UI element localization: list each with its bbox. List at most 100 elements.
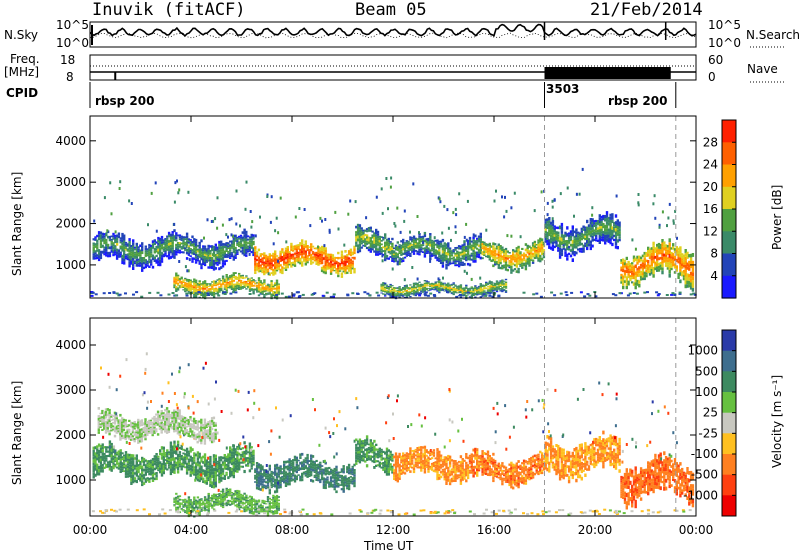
power-cell xyxy=(281,271,284,275)
velocity-cell xyxy=(119,453,122,457)
power-cell xyxy=(666,249,670,253)
velocity-cell xyxy=(164,452,167,454)
power-cell xyxy=(504,252,508,255)
power-cell xyxy=(218,278,221,280)
velocity-cell xyxy=(212,471,216,475)
power-cell xyxy=(175,248,178,251)
power-cell xyxy=(250,285,253,287)
power-cell xyxy=(461,292,464,294)
power-ground-scatter xyxy=(553,294,557,297)
power-cell xyxy=(539,242,542,246)
power-cell xyxy=(239,250,243,253)
velocity-cell xyxy=(144,468,147,472)
power-cell xyxy=(295,244,298,247)
power-ground-scatter xyxy=(565,294,569,296)
power-cell xyxy=(394,293,398,295)
power-cell xyxy=(248,290,252,292)
power-cell xyxy=(632,268,636,273)
power-cell xyxy=(393,257,396,260)
power-cell xyxy=(329,265,333,268)
power-cell xyxy=(524,267,528,271)
power-ground-scatter xyxy=(310,293,314,296)
power-cell xyxy=(530,250,533,253)
velocity-cell xyxy=(135,457,138,461)
power-cell xyxy=(130,255,133,259)
power-cell xyxy=(385,238,389,242)
power-cell xyxy=(123,240,126,244)
power-cell xyxy=(225,275,228,278)
power-cell xyxy=(328,265,331,268)
power-cell xyxy=(605,211,609,215)
power-scatter xyxy=(488,280,491,284)
power-cell xyxy=(247,277,250,279)
power-scatter xyxy=(118,187,121,190)
power-cell xyxy=(139,254,142,257)
power-cell xyxy=(402,288,405,289)
velocity-cell xyxy=(94,461,97,465)
power-cell xyxy=(459,251,463,254)
power-cell xyxy=(349,253,353,257)
power-cell xyxy=(670,251,673,255)
power-scatter xyxy=(479,276,482,280)
power-cell xyxy=(636,270,639,274)
power-cell xyxy=(490,289,493,292)
power-cell xyxy=(272,291,275,293)
power-cell xyxy=(153,239,156,243)
power-cell xyxy=(400,260,403,263)
power-cell xyxy=(434,282,437,284)
power-cell xyxy=(286,253,289,256)
power-cell xyxy=(185,235,189,238)
power-cell xyxy=(337,251,340,255)
power-cell xyxy=(682,254,686,258)
power-cell xyxy=(445,290,448,292)
power-cell xyxy=(427,241,430,243)
power-cell xyxy=(250,288,253,290)
power-cell xyxy=(189,240,192,243)
power-cell xyxy=(214,246,217,249)
power-cell xyxy=(124,245,128,248)
power-cell xyxy=(351,264,354,266)
power-cell xyxy=(234,283,237,286)
power-cell xyxy=(438,242,441,245)
power-scatter xyxy=(472,233,475,237)
velocity-cell xyxy=(246,462,250,465)
power-cell xyxy=(193,257,196,260)
power-cell xyxy=(420,248,423,251)
power-cell xyxy=(403,247,407,250)
power-cell xyxy=(319,262,322,265)
power-scatter xyxy=(252,236,255,240)
power-cell xyxy=(209,289,212,291)
power-cell xyxy=(236,283,239,285)
power-scatter xyxy=(566,186,569,190)
velocity-cell xyxy=(175,461,178,464)
power-cell xyxy=(144,245,147,248)
power-cell xyxy=(209,245,212,248)
nsky-panel-frame xyxy=(89,21,697,48)
power-cell xyxy=(324,260,327,264)
power-cell xyxy=(468,288,472,290)
velocity-cell xyxy=(252,449,255,452)
power-cell xyxy=(474,245,477,249)
power-cell xyxy=(375,228,378,232)
power-cell xyxy=(375,253,378,256)
power-cell xyxy=(438,283,441,285)
power-cell xyxy=(542,245,546,248)
power-cell xyxy=(503,282,506,284)
velocity-cell xyxy=(189,467,192,471)
power-scatter xyxy=(103,196,106,200)
power-cell xyxy=(557,239,560,242)
power-cell xyxy=(358,232,362,236)
power-cell xyxy=(338,257,342,259)
power-cell xyxy=(407,249,410,251)
power-cell xyxy=(396,253,399,256)
power-cell xyxy=(248,250,252,252)
power-cell xyxy=(551,220,555,224)
power-cell xyxy=(497,256,500,259)
velocity-cell xyxy=(252,451,255,454)
power-cell xyxy=(375,236,378,240)
velocity-cell xyxy=(148,480,151,483)
power-cell xyxy=(369,242,372,245)
power-cell xyxy=(641,269,645,273)
power-cell xyxy=(405,241,408,244)
power-cell xyxy=(416,242,419,245)
